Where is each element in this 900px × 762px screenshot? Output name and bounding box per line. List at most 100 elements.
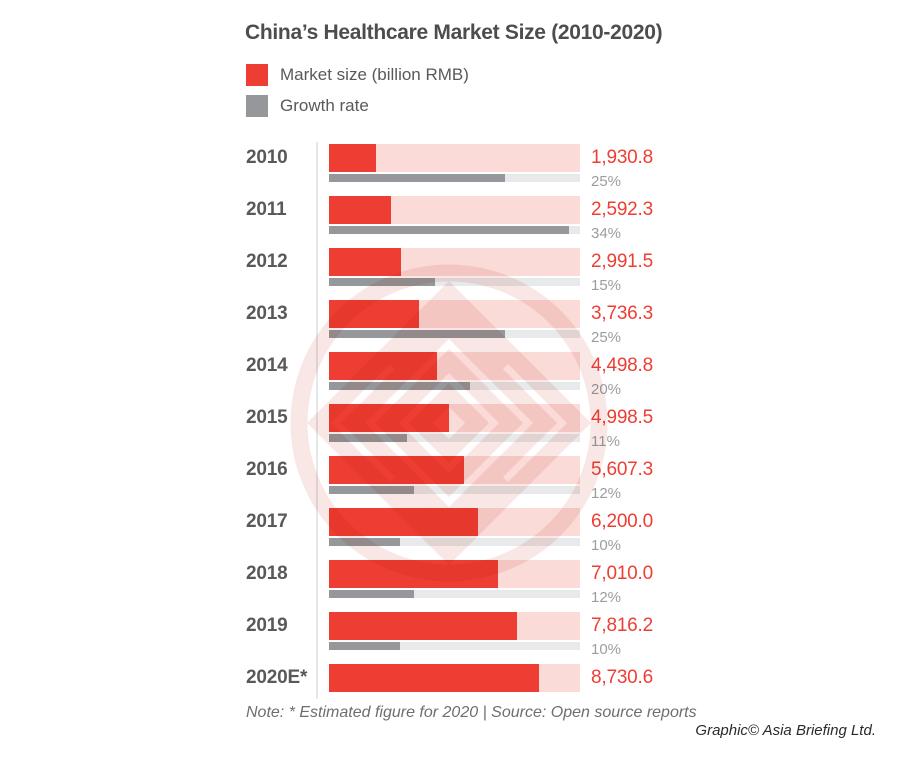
bar-group: [329, 664, 580, 702]
growth-rate-swatch-icon: [246, 95, 268, 117]
market-size-bar: [329, 352, 438, 380]
market-size-bar: [329, 508, 479, 536]
market-size-bar: [329, 196, 392, 224]
market-size-bar: [329, 560, 498, 588]
growth-rate-bar: [329, 382, 470, 390]
value-labels: 2,592.3 34%: [591, 196, 653, 242]
market-size-bar: [329, 144, 376, 172]
growth-rate-value: 11%: [591, 433, 620, 450]
year-label: 2019: [246, 615, 288, 636]
market-size-bar: [329, 456, 465, 484]
market-size-value: 2,592.3: [591, 199, 653, 220]
bar-group: [329, 404, 580, 442]
market-size-track: [329, 560, 580, 588]
market-size-track: [329, 144, 580, 172]
bar-group: [329, 144, 580, 182]
growth-rate-bar: [329, 330, 506, 338]
market-size-track: [329, 248, 580, 276]
value-labels: 8,730.6: [591, 664, 653, 702]
growth-rate-value: 25%: [591, 329, 622, 346]
legend-label-growth-rate: Growth rate: [280, 96, 369, 115]
growth-rate-bar: [329, 642, 400, 650]
value-labels: 6,200.0 10%: [591, 508, 653, 554]
legend: Market size (billion RMB) Growth rate: [246, 64, 469, 126]
market-size-value: 4,498.8: [591, 355, 653, 376]
value-labels: 3,736.3 25%: [591, 300, 653, 346]
market-size-value: 2,991.5: [591, 251, 653, 272]
market-size-value: 4,998.5: [591, 407, 653, 428]
bar-group: [329, 352, 580, 390]
year-label: 2017: [246, 511, 288, 532]
growth-rate-value: 25%: [591, 173, 622, 190]
credit-line: Graphic© Asia Briefing Ltd.: [695, 722, 876, 739]
chart-row: 2010 1,930.8 25%: [246, 144, 891, 190]
legend-item-market-size: Market size (billion RMB): [246, 64, 469, 86]
chart-row: 2014 4,498.8 20%: [246, 352, 891, 398]
legend-item-growth-rate: Growth rate: [246, 95, 469, 117]
year-label: 2020E*: [246, 667, 308, 688]
year-label: 2012: [246, 251, 288, 272]
market-size-value: 7,010.0: [591, 563, 653, 584]
growth-rate-value: 12%: [591, 589, 622, 606]
year-label: 2018: [246, 563, 288, 584]
growth-rate-track: [329, 538, 580, 546]
chart-row: 2019 7,816.2 10%: [246, 612, 891, 658]
chart-row: 2011 2,592.3 34%: [246, 196, 891, 242]
market-size-bar: [329, 612, 518, 640]
growth-rate-bar: [329, 278, 435, 286]
growth-rate-bar: [329, 538, 400, 546]
growth-rate-bar: [329, 486, 414, 494]
year-label: 2015: [246, 407, 288, 428]
year-label: 2011: [246, 199, 287, 220]
bar-group: [329, 560, 580, 598]
legend-label-market-size: Market size (billion RMB): [280, 65, 469, 84]
market-size-track: [329, 352, 580, 380]
bar-group: [329, 248, 580, 286]
growth-rate-value: 15%: [591, 277, 622, 294]
growth-rate-track: [329, 590, 580, 598]
chart-row: 2015 4,998.5 11%: [246, 404, 891, 450]
bar-group: [329, 508, 580, 546]
value-labels: 2,991.5 15%: [591, 248, 653, 294]
growth-rate-track: [329, 330, 580, 338]
value-labels: 5,607.3 12%: [591, 456, 653, 502]
market-size-bar: [329, 404, 450, 432]
market-size-track: [329, 456, 580, 484]
chart-rows: 2010 1,930.8 25% 2011 2,592.3 34%: [246, 144, 891, 716]
growth-rate-track: [329, 174, 580, 182]
footnote: Note: * Estimated figure for 2020 | Sour…: [246, 704, 697, 721]
chart-row: 2018 7,010.0 12%: [246, 560, 891, 606]
market-size-bar: [329, 248, 402, 276]
growth-rate-value: 10%: [591, 537, 622, 554]
market-size-swatch-icon: [246, 64, 268, 86]
year-label: 2013: [246, 303, 288, 324]
growth-rate-bar: [329, 434, 407, 442]
market-size-bar: [329, 300, 419, 328]
growth-rate-bar: [329, 590, 414, 598]
bar-group: [329, 612, 580, 650]
growth-rate-track: [329, 642, 580, 650]
market-size-value: 1,930.8: [591, 147, 653, 168]
growth-rate-value: 20%: [591, 381, 622, 398]
year-label: 2016: [246, 459, 288, 480]
market-size-value: 5,607.3: [591, 459, 653, 480]
growth-rate-track: [329, 226, 580, 234]
market-size-track: [329, 300, 580, 328]
value-labels: 4,498.8 20%: [591, 352, 653, 398]
growth-rate-track: [329, 382, 580, 390]
value-labels: 7,816.2 10%: [591, 612, 653, 658]
year-label: 2014: [246, 355, 288, 376]
value-labels: 7,010.0 12%: [591, 560, 653, 606]
value-labels: 1,930.8 25%: [591, 144, 653, 190]
growth-rate-track: [329, 434, 580, 442]
chart-row: 2016 5,607.3 12%: [246, 456, 891, 502]
growth-rate-bar: [329, 174, 506, 182]
market-size-value: 7,816.2: [591, 615, 653, 636]
market-size-track: [329, 196, 580, 224]
year-label: 2010: [246, 147, 288, 168]
chart-row: 2013 3,736.3 25%: [246, 300, 891, 346]
growth-rate-value: 34%: [591, 225, 622, 242]
market-size-track: [329, 404, 580, 432]
value-labels: 4,998.5 11%: [591, 404, 653, 450]
growth-rate-value: 12%: [591, 485, 622, 502]
